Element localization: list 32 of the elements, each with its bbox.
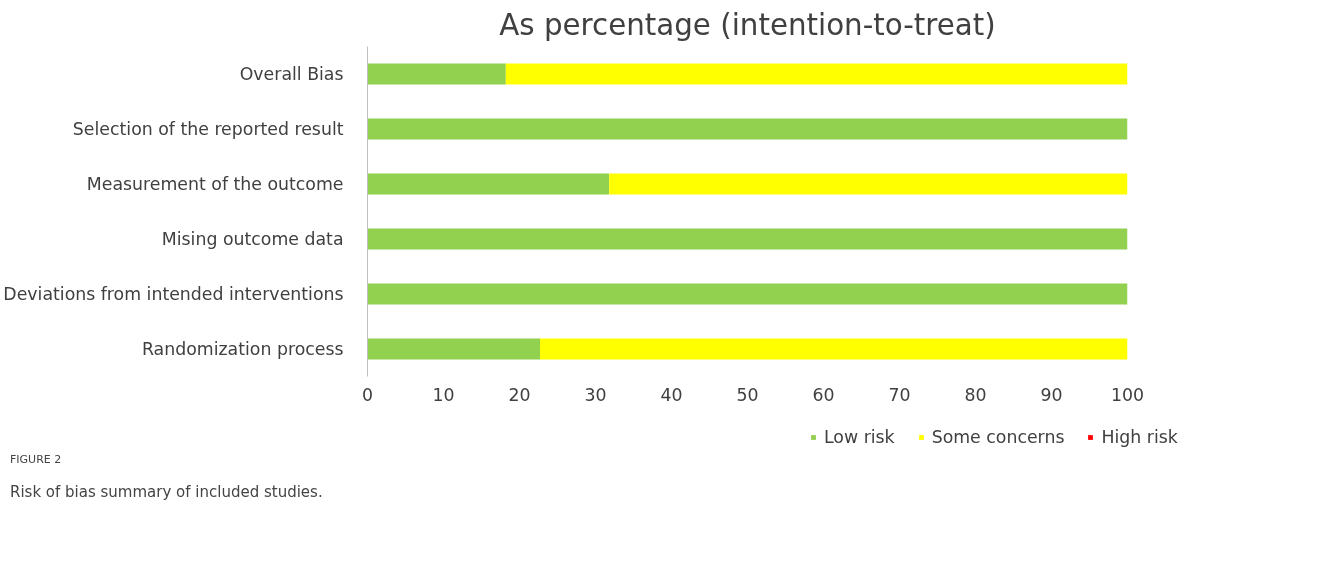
x-tick-label: 90: [1040, 384, 1063, 405]
legend-label: High risk: [1101, 427, 1178, 447]
bar: [367, 173, 610, 195]
x-tick-label: 0: [361, 384, 374, 405]
caption: FIGURE 2: [10, 452, 62, 468]
bar: [367, 338, 541, 360]
bar: [367, 63, 506, 85]
bar: [367, 228, 1128, 250]
y-tick-label: Randomization process: [141, 339, 344, 359]
legend-label: Some concerns: [931, 427, 1065, 447]
y-tick-label: Deviations from intended interventions: [3, 284, 344, 304]
x-tick-label: 100: [1110, 384, 1145, 405]
y-tick-label: Mising outcome data: [161, 229, 344, 249]
x-tick-label: 70: [888, 384, 911, 405]
x-tick-label: 50: [736, 384, 759, 405]
x-tick-label: 60: [812, 384, 835, 405]
x-tick-label: 80: [964, 384, 987, 405]
y-tick-label: Selection of the reported result: [72, 119, 344, 139]
bar: [505, 63, 1128, 85]
chart-title: As percentage (intention-to-treat): [499, 7, 996, 42]
legend-label: Low risk: [824, 427, 895, 447]
text: Risk of bias summary of included studies.: [10, 482, 323, 503]
bar: [367, 283, 1128, 305]
bar: [609, 173, 1128, 195]
x-tick-label: 30: [584, 384, 607, 405]
x-tick-label: 10: [432, 384, 455, 405]
x-tick-label: 20: [508, 384, 531, 405]
x-tick-label: 40: [660, 384, 683, 405]
y-tick-label: Measurement of the outcome: [86, 174, 344, 194]
y-tick-label: Overall Bias: [239, 64, 344, 84]
bar: [540, 338, 1128, 360]
bar: [367, 118, 1128, 140]
